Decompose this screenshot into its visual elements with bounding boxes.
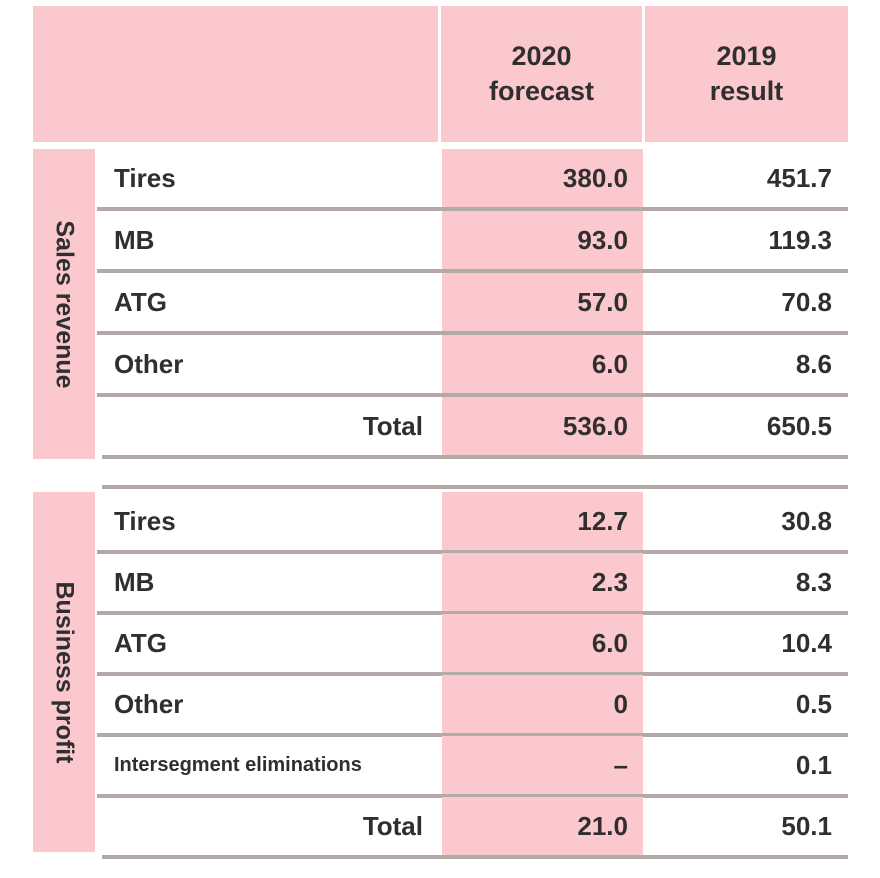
row-label: Tires [114,505,176,536]
table-row: MB 93.0 119.3 [97,211,848,273]
value-2019: 650.5 [766,410,832,441]
row-label-total: Total [362,810,423,841]
value-2019: 30.8 [781,505,832,536]
value-2019: 0.1 [795,749,832,780]
value-2020: 12.7 [442,492,643,550]
row-label: Other [114,688,184,719]
section-label-sales-revenue: Sales revenue [33,149,95,459]
table-row: Tires 380.0 451.7 [97,149,848,211]
row-divider [97,550,848,554]
table-row: Other 6.0 8.6 [97,335,848,397]
row-divider [97,733,848,737]
header-2019-result: 2019 result [645,6,848,142]
table-row-total: Total 536.0 650.5 [97,397,848,459]
row-label: Tires [114,162,176,193]
value-2019: 70.8 [781,286,832,317]
table-row: MB 2.3 8.3 [97,553,848,615]
value-2020: 93.0 [442,211,643,269]
value-2019: 119.3 [768,224,832,255]
table-row: Tires 12.7 30.8 [97,492,848,554]
value-2019: 0.5 [795,688,832,719]
row-label: MB [114,566,155,597]
table-row: Other 0 0.5 [97,675,848,737]
value-2020: 6.0 [442,614,643,672]
header-blank-cell [33,6,438,142]
row-divider [102,855,848,859]
value-2020: 0 [442,675,643,733]
row-label: ATG [114,286,167,317]
value-2020: 380.0 [442,149,643,207]
row-divider [97,672,848,676]
row-divider [97,331,848,335]
row-divider [97,207,848,211]
row-divider [102,455,848,459]
row-label-total: Total [362,410,423,441]
value-2020: 57.0 [442,273,643,331]
row-divider [97,269,848,273]
section-label-business-profit: Business profit [33,492,95,852]
table-row: ATG 57.0 70.8 [97,273,848,335]
value-2019: 10.4 [781,627,832,658]
table-row-total: Total 21.0 50.1 [97,797,848,859]
value-2019: 50.1 [781,810,832,841]
table-row: ATG 6.0 10.4 [97,614,848,676]
value-2020: 536.0 [442,397,643,455]
table-row: Intersegment eliminations – 0.1 [97,736,848,798]
value-2020: 6.0 [442,335,643,393]
value-2019: 451.7 [766,162,832,193]
row-divider [97,611,848,615]
row-label: ATG [114,627,167,658]
row-label: Intersegment eliminations [114,753,362,776]
value-2019: 8.3 [795,566,832,597]
value-2020: 2.3 [442,553,643,611]
value-2019: 8.6 [795,348,832,379]
value-2020: 21.0 [442,797,643,855]
header-2020-forecast: 2020 forecast [441,6,642,142]
row-divider [97,794,848,798]
section-divider [102,485,848,489]
row-label: Other [114,348,184,379]
row-divider [97,393,848,397]
value-2020: – [442,736,643,794]
row-label: MB [114,224,155,255]
